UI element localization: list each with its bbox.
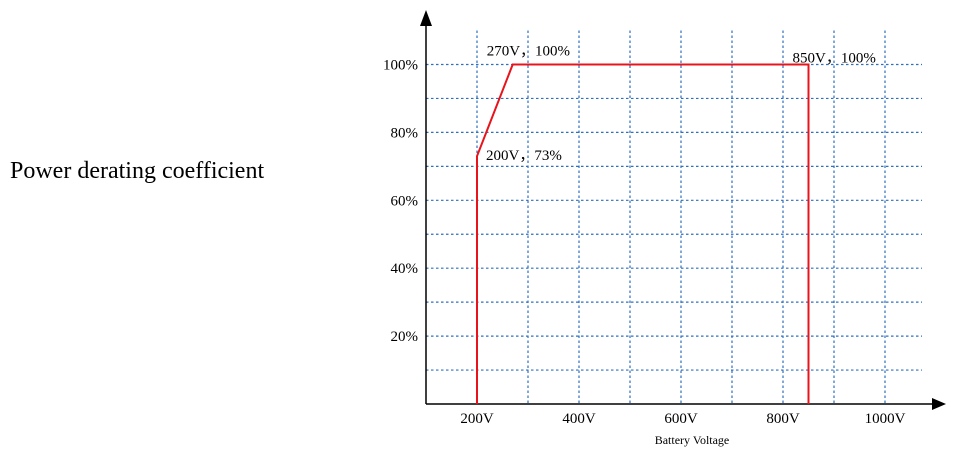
y-axis-arrow bbox=[420, 10, 432, 26]
derating-curve bbox=[476, 63, 810, 404]
y-tick-label: 20% bbox=[391, 329, 419, 345]
y-tick-label: 40% bbox=[391, 261, 419, 277]
x-axis-arrow bbox=[932, 398, 946, 410]
y-tick-label: 60% bbox=[391, 193, 419, 209]
data-label: 200V，73% bbox=[486, 148, 562, 164]
y-tick-label: 100% bbox=[383, 58, 418, 74]
y-tick-label: 80% bbox=[391, 125, 419, 141]
x-tick-label: 400V bbox=[562, 411, 596, 427]
x-tick-label: 1000V bbox=[865, 411, 906, 427]
annotations: 270V，100% 850V，100% 200V，73% bbox=[486, 44, 876, 165]
x-axis-title: Battery Voltage bbox=[655, 433, 730, 447]
data-label: 270V，100% bbox=[487, 44, 570, 60]
grid bbox=[426, 30, 922, 404]
data-label: 850V，100% bbox=[793, 51, 876, 67]
y-axis-title: Power derating coefficient bbox=[10, 158, 265, 184]
x-tick-label: 200V bbox=[460, 411, 494, 427]
x-tick-label: 800V bbox=[766, 411, 800, 427]
axes bbox=[420, 10, 946, 410]
x-tick-label: 600V bbox=[664, 411, 698, 427]
series bbox=[476, 63, 810, 404]
tick-labels: 200V 400V 600V 800V 1000V 20% 40% 60% 80% 100% bbox=[383, 58, 906, 428]
